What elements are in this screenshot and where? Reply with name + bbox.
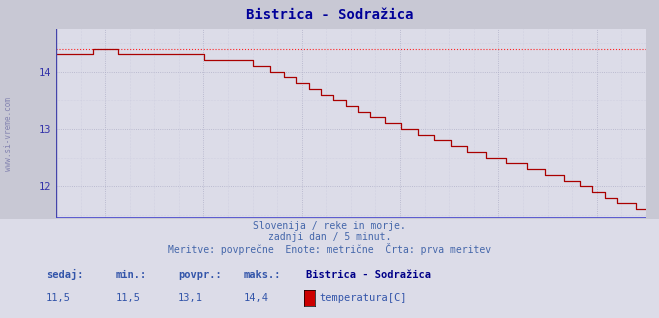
Text: 13,1: 13,1 bbox=[178, 293, 203, 302]
Text: 14,4: 14,4 bbox=[244, 293, 269, 302]
Text: maks.:: maks.: bbox=[244, 270, 281, 280]
Text: Meritve: povprečne  Enote: metrične  Črta: prva meritev: Meritve: povprečne Enote: metrične Črta:… bbox=[168, 243, 491, 255]
Text: povpr.:: povpr.: bbox=[178, 270, 221, 280]
Text: Bistrica - Sodražica: Bistrica - Sodražica bbox=[306, 270, 432, 280]
Text: min.:: min.: bbox=[115, 270, 146, 280]
Text: temperatura[C]: temperatura[C] bbox=[320, 293, 407, 302]
Text: 11,5: 11,5 bbox=[46, 293, 71, 302]
Text: zadnji dan / 5 minut.: zadnji dan / 5 minut. bbox=[268, 232, 391, 242]
Text: Slovenija / reke in morje.: Slovenija / reke in morje. bbox=[253, 221, 406, 231]
Text: Bistrica - Sodražica: Bistrica - Sodražica bbox=[246, 8, 413, 22]
Text: sedaj:: sedaj: bbox=[46, 269, 84, 280]
Text: 11,5: 11,5 bbox=[115, 293, 140, 302]
Text: www.si-vreme.com: www.si-vreme.com bbox=[4, 97, 13, 170]
